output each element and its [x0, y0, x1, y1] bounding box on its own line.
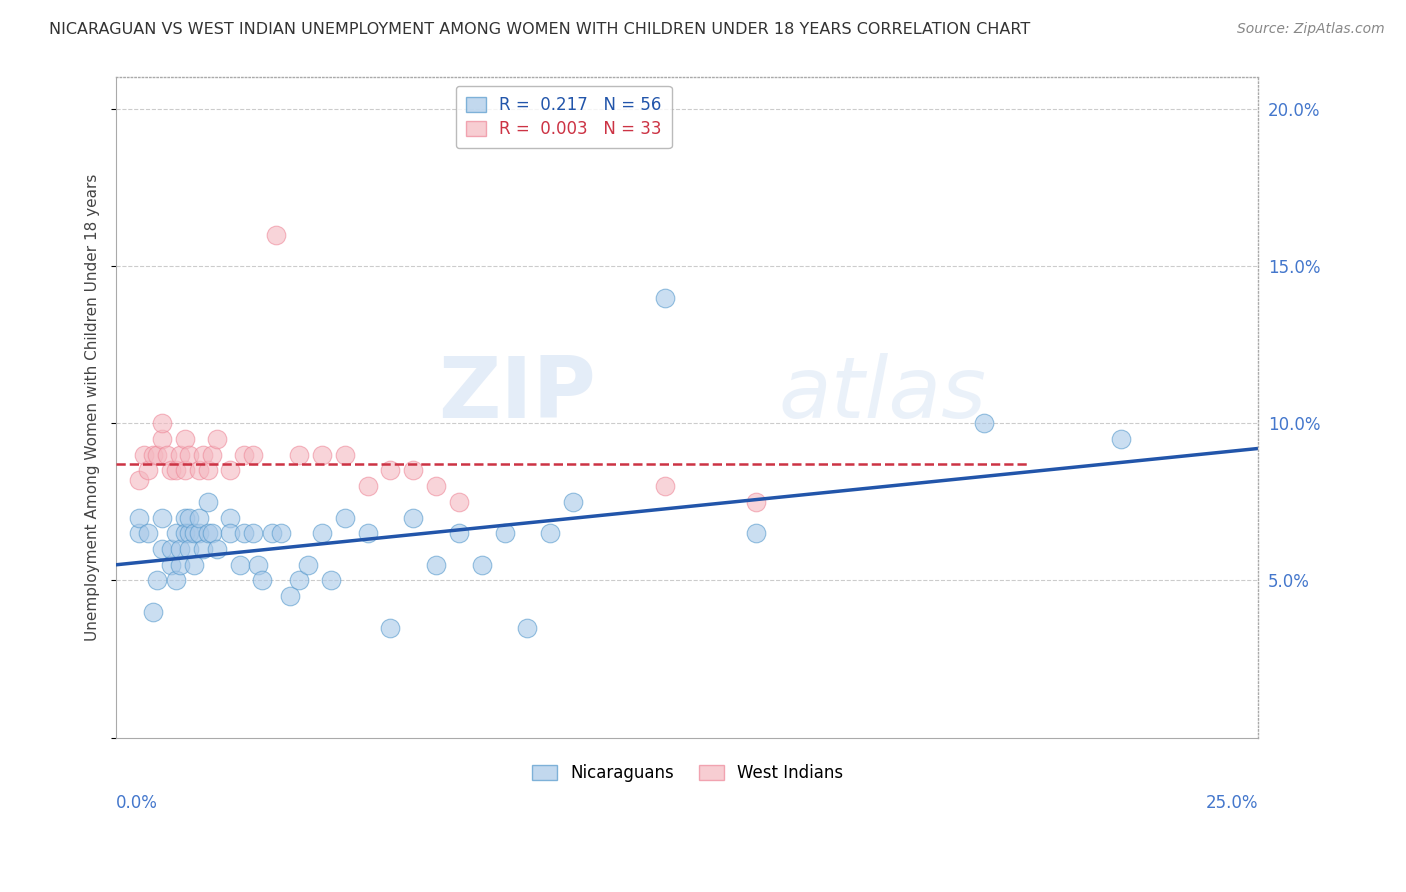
Point: [146, 574, 169, 588]
Point: [142, 605, 165, 619]
Point: [160, 463, 183, 477]
Point: [142, 448, 165, 462]
Point: [150, 510, 173, 524]
Point: [252, 574, 274, 588]
Point: [187, 463, 209, 477]
Point: [333, 448, 356, 462]
Point: [205, 542, 228, 557]
Point: [233, 526, 256, 541]
Point: [169, 448, 191, 462]
Point: [233, 448, 256, 462]
Point: [173, 463, 195, 477]
Point: [219, 526, 242, 541]
Point: [173, 510, 195, 524]
Point: [356, 526, 378, 541]
Point: [264, 227, 287, 242]
Text: 25.0%: 25.0%: [1206, 794, 1258, 813]
Point: [150, 542, 173, 557]
Point: [425, 479, 447, 493]
Point: [187, 526, 209, 541]
Point: [319, 574, 342, 588]
Point: [191, 448, 214, 462]
Point: [191, 542, 214, 557]
Point: [205, 432, 228, 446]
Point: [402, 510, 425, 524]
Point: [150, 432, 173, 446]
Point: [447, 526, 470, 541]
Point: [471, 558, 494, 572]
Point: [311, 448, 333, 462]
Point: [973, 417, 995, 431]
Point: [197, 495, 219, 509]
Y-axis label: Unemployment Among Women with Children Under 18 years: Unemployment Among Women with Children U…: [86, 174, 100, 641]
Legend: Nicaraguans, West Indians: Nicaraguans, West Indians: [524, 757, 849, 789]
Point: [179, 526, 201, 541]
Point: [173, 526, 195, 541]
Point: [132, 448, 155, 462]
Point: [270, 526, 292, 541]
Point: [136, 526, 159, 541]
Point: [146, 448, 169, 462]
Point: [165, 526, 187, 541]
Point: [242, 448, 264, 462]
Point: [183, 558, 205, 572]
Point: [128, 510, 150, 524]
Point: [197, 463, 219, 477]
Text: Source: ZipAtlas.com: Source: ZipAtlas.com: [1237, 22, 1385, 37]
Point: [745, 526, 768, 541]
Point: [260, 526, 283, 541]
Point: [447, 495, 470, 509]
Point: [165, 574, 187, 588]
Text: 0.0%: 0.0%: [117, 794, 157, 813]
Point: [183, 526, 205, 541]
Text: NICARAGUAN VS WEST INDIAN UNEMPLOYMENT AMONG WOMEN WITH CHILDREN UNDER 18 YEARS : NICARAGUAN VS WEST INDIAN UNEMPLOYMENT A…: [49, 22, 1031, 37]
Point: [425, 558, 447, 572]
Point: [150, 417, 173, 431]
Text: atlas: atlas: [779, 353, 987, 436]
Point: [169, 558, 191, 572]
Point: [494, 526, 516, 541]
Point: [155, 448, 177, 462]
Point: [128, 526, 150, 541]
Point: [179, 542, 201, 557]
Point: [333, 510, 356, 524]
Point: [288, 574, 311, 588]
Point: [380, 463, 402, 477]
Point: [278, 589, 301, 603]
Point: [246, 558, 269, 572]
Point: [654, 291, 676, 305]
Point: [219, 510, 242, 524]
Point: [201, 448, 224, 462]
Point: [538, 526, 561, 541]
Point: [179, 448, 201, 462]
Point: [562, 495, 585, 509]
Point: [187, 510, 209, 524]
Point: [201, 526, 224, 541]
Point: [297, 558, 319, 572]
Point: [242, 526, 264, 541]
Point: [356, 479, 378, 493]
Text: ZIP: ZIP: [439, 353, 596, 436]
Point: [402, 463, 425, 477]
Point: [160, 542, 183, 557]
Point: [380, 621, 402, 635]
Point: [745, 495, 768, 509]
Point: [516, 621, 538, 635]
Point: [311, 526, 333, 541]
Point: [173, 432, 195, 446]
Point: [136, 463, 159, 477]
Point: [179, 510, 201, 524]
Point: [1111, 432, 1133, 446]
Point: [128, 473, 150, 487]
Point: [219, 463, 242, 477]
Point: [160, 558, 183, 572]
Point: [288, 448, 311, 462]
Point: [228, 558, 250, 572]
Point: [169, 542, 191, 557]
Point: [654, 479, 676, 493]
Point: [197, 526, 219, 541]
Point: [165, 463, 187, 477]
